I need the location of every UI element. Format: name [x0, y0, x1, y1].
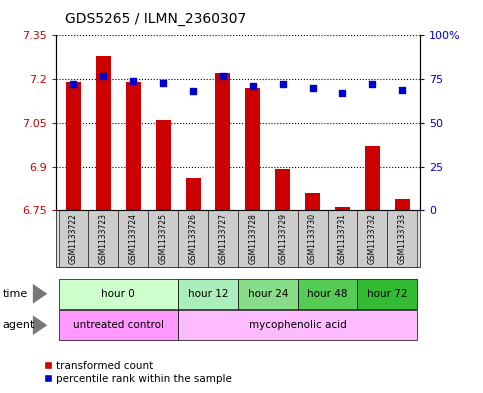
Text: hour 72: hour 72 [367, 289, 408, 299]
Bar [156, 120, 170, 210]
Point [70, 81, 77, 88]
Text: untreated control: untreated control [73, 320, 164, 330]
Point [189, 88, 197, 94]
Bar [275, 169, 290, 210]
Point [398, 86, 406, 93]
Bar [215, 73, 230, 210]
Bar [245, 88, 260, 210]
Point [309, 85, 316, 91]
Bar [395, 198, 410, 210]
Point [369, 81, 376, 88]
Text: GSM1133724: GSM1133724 [129, 213, 138, 264]
Text: GSM1133727: GSM1133727 [218, 213, 227, 264]
Text: time: time [2, 289, 28, 299]
Text: hour 0: hour 0 [101, 289, 135, 299]
Bar [305, 193, 320, 210]
Point [279, 81, 286, 88]
Text: GSM1133723: GSM1133723 [99, 213, 108, 264]
Text: GSM1133729: GSM1133729 [278, 213, 287, 264]
Point [249, 83, 256, 89]
Point [159, 79, 167, 86]
Bar [365, 146, 380, 210]
Text: GSM1133722: GSM1133722 [69, 213, 78, 264]
Text: hour 48: hour 48 [307, 289, 348, 299]
Text: GSM1133726: GSM1133726 [188, 213, 198, 264]
Point [129, 78, 137, 84]
Text: GDS5265 / ILMN_2360307: GDS5265 / ILMN_2360307 [65, 11, 246, 26]
Text: GSM1133725: GSM1133725 [158, 213, 168, 264]
Point [99, 72, 107, 79]
Bar [66, 82, 81, 210]
Bar [126, 82, 141, 210]
Bar [96, 56, 111, 210]
Bar [335, 208, 350, 210]
Text: GSM1133733: GSM1133733 [398, 213, 407, 264]
Text: mycophenolic acid: mycophenolic acid [249, 320, 346, 330]
Text: GSM1133728: GSM1133728 [248, 213, 257, 264]
Legend: transformed count, percentile rank within the sample: transformed count, percentile rank withi… [44, 361, 232, 384]
Point [339, 90, 346, 96]
Bar [185, 178, 200, 210]
Text: GSM1133732: GSM1133732 [368, 213, 377, 264]
Text: GSM1133731: GSM1133731 [338, 213, 347, 264]
Text: agent: agent [2, 320, 35, 330]
Text: GSM1133730: GSM1133730 [308, 213, 317, 264]
Text: hour 12: hour 12 [188, 289, 228, 299]
Point [219, 72, 227, 79]
Text: hour 24: hour 24 [247, 289, 288, 299]
